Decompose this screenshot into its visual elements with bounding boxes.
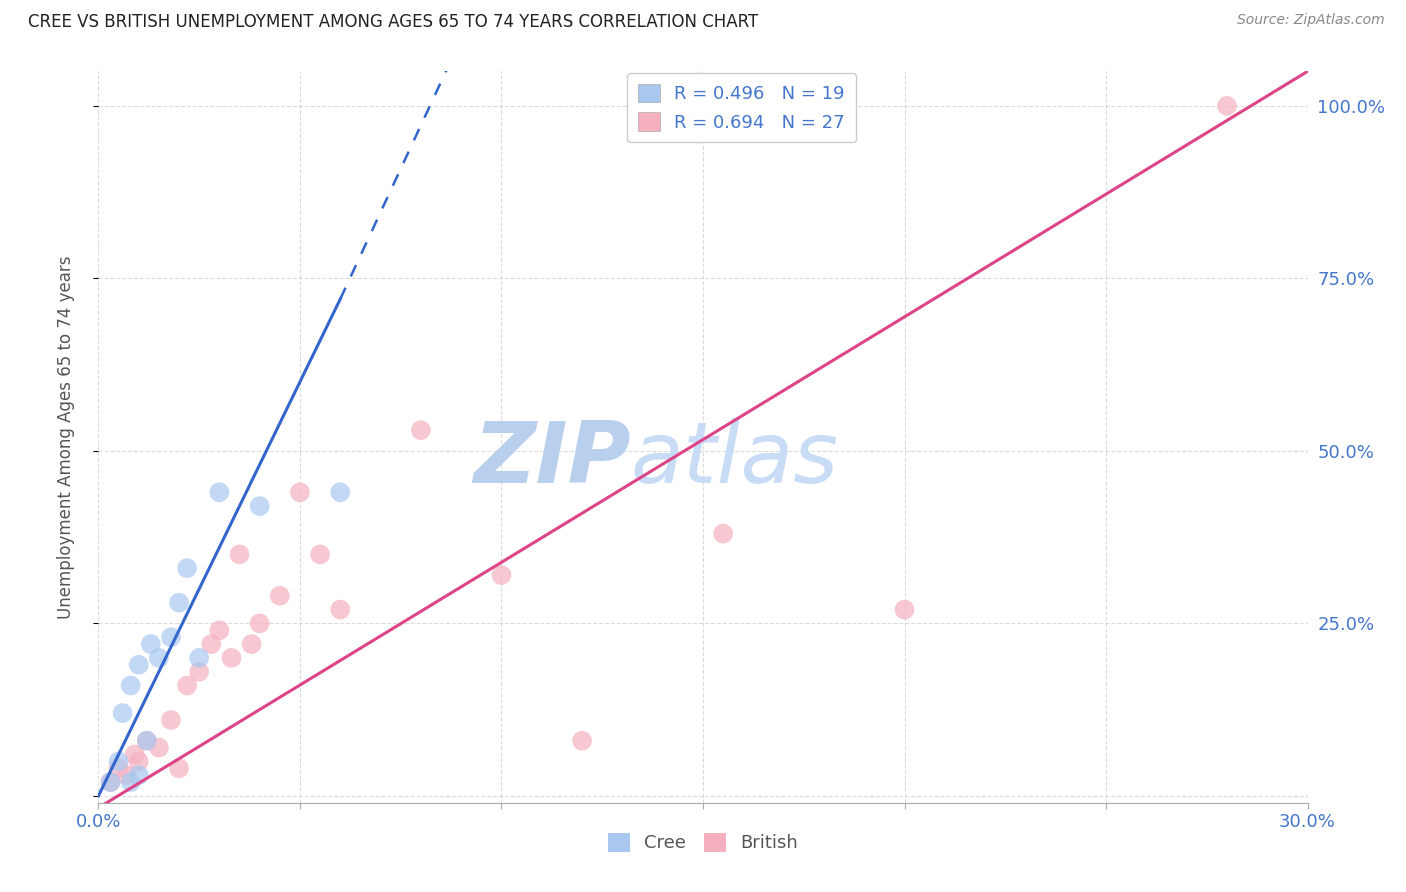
Legend: Cree, British: Cree, British xyxy=(600,826,806,860)
Point xyxy=(228,548,250,562)
Point xyxy=(115,768,138,782)
Point xyxy=(135,733,157,747)
Point xyxy=(139,637,162,651)
Point xyxy=(124,747,146,762)
Point xyxy=(148,651,170,665)
Point xyxy=(249,616,271,631)
Point xyxy=(167,761,190,775)
Point xyxy=(491,568,513,582)
Point xyxy=(135,733,157,747)
Text: CREE VS BRITISH UNEMPLOYMENT AMONG AGES 65 TO 74 YEARS CORRELATION CHART: CREE VS BRITISH UNEMPLOYMENT AMONG AGES … xyxy=(28,13,758,31)
Point xyxy=(208,624,231,638)
Point xyxy=(288,485,311,500)
Point xyxy=(188,665,211,679)
Point xyxy=(128,755,150,769)
Point xyxy=(100,775,122,789)
Point xyxy=(269,589,291,603)
Point xyxy=(711,526,734,541)
Point xyxy=(240,637,263,651)
Point xyxy=(176,678,198,692)
Point xyxy=(148,740,170,755)
Point xyxy=(208,485,231,500)
Point xyxy=(120,775,142,789)
Point xyxy=(176,561,198,575)
Point xyxy=(329,485,352,500)
Point xyxy=(329,602,352,616)
Point xyxy=(160,630,183,644)
Point xyxy=(107,755,129,769)
Point xyxy=(249,499,271,513)
Point xyxy=(167,596,190,610)
Text: atlas: atlas xyxy=(630,417,838,500)
Point xyxy=(100,775,122,789)
Point xyxy=(221,651,243,665)
Point xyxy=(160,713,183,727)
Point xyxy=(724,99,747,113)
Text: ZIP: ZIP xyxy=(472,417,630,500)
Point xyxy=(692,99,714,113)
Point xyxy=(409,423,432,437)
Point xyxy=(1216,99,1239,113)
Point xyxy=(309,548,332,562)
Y-axis label: Unemployment Among Ages 65 to 74 years: Unemployment Among Ages 65 to 74 years xyxy=(56,255,75,619)
Text: Source: ZipAtlas.com: Source: ZipAtlas.com xyxy=(1237,13,1385,28)
Point xyxy=(120,678,142,692)
Point xyxy=(571,733,593,747)
Point xyxy=(128,657,150,672)
Point xyxy=(188,651,211,665)
Point xyxy=(107,761,129,775)
Point xyxy=(893,602,915,616)
Point xyxy=(128,768,150,782)
Point xyxy=(111,706,134,720)
Point xyxy=(200,637,222,651)
